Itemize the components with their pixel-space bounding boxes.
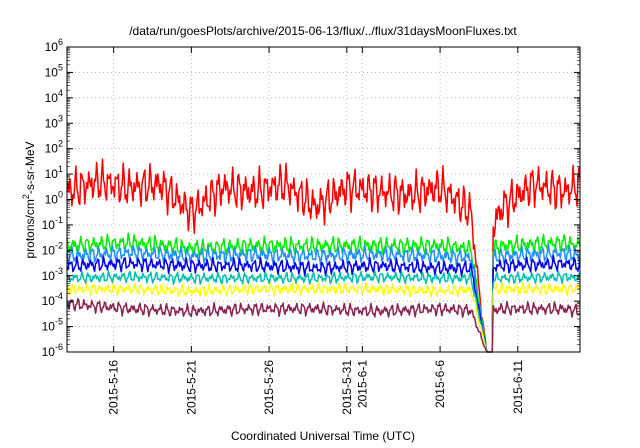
y-tick-label: 10-5: [42, 317, 63, 334]
y-tick-label: 104: [45, 88, 63, 105]
series-line: [66, 281, 581, 353]
tick-marks: [67, 46, 580, 353]
x-tick-label: 2015-5-31: [340, 360, 354, 415]
x-tick-label: 2015-5-21: [184, 360, 198, 415]
y-tick-labels: 10-6 10-5 10-4 10-3 10-2 10-1 100 101 102 103 104 1…: [42, 37, 63, 359]
x-tick-label: 2015-6-11: [511, 360, 525, 414]
series-line: [66, 298, 581, 353]
x-tick-label: 2015-6-6: [433, 360, 447, 408]
series-layer: [66, 158, 581, 353]
series-line: [66, 232, 581, 353]
y-axis-title: protons/cm2-s-sr-MeV: [21, 141, 37, 258]
x-axis-title: Coordinated Universal Time (UTC): [231, 429, 415, 443]
series-line: [66, 270, 581, 353]
y-tick-label: 103: [45, 113, 63, 130]
x-tick-label: 2015-5-16: [107, 360, 121, 415]
y-tick-label: 100: [45, 190, 63, 207]
y-tick-label: 102: [45, 139, 63, 156]
series-line: [66, 158, 581, 353]
y-tick-label: 106: [45, 37, 63, 54]
y-tick-label: 105: [45, 62, 63, 79]
y-tick-label: 10-6: [42, 342, 63, 359]
chart-title: /data/run/goesPlots/archive/2015-06-13/f…: [129, 24, 517, 38]
y-tick-label: 101: [45, 164, 63, 181]
y-tick-label: 10-1: [42, 215, 63, 232]
x-tick-labels: 2015-5-16 2015-5-21 2015-5-26 2015-5-31 2015…: [107, 360, 525, 415]
series-line: [66, 243, 581, 353]
x-tick-label: 2015-5-26: [262, 360, 276, 415]
y-tick-label: 10-4: [42, 291, 63, 308]
x-tick-label: 2015-6-1: [355, 360, 369, 408]
y-tick-label: 10-2: [42, 240, 63, 257]
series-line: [66, 254, 581, 353]
y-tick-label: 10-3: [42, 266, 63, 283]
